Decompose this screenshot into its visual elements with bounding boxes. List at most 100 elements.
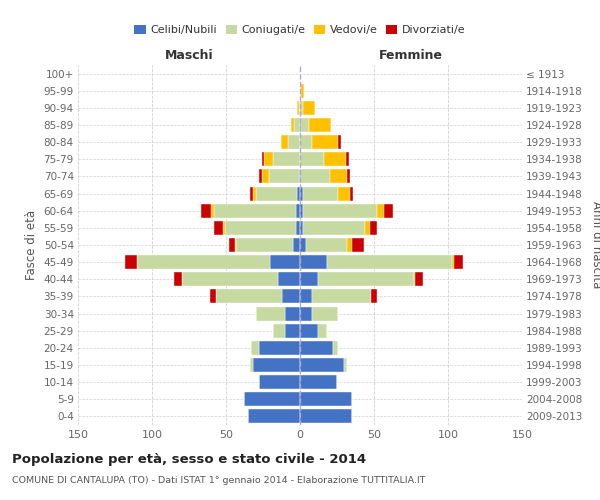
Bar — [274, 152, 300, 166]
Bar — [288, 135, 300, 149]
Bar — [296, 221, 300, 235]
Bar — [253, 186, 256, 200]
Bar — [285, 306, 300, 320]
Bar — [414, 272, 415, 286]
Bar — [344, 358, 347, 372]
Bar — [323, 152, 346, 166]
Bar — [326, 255, 452, 269]
Bar — [259, 375, 300, 389]
Y-axis label: Anni di nascita: Anni di nascita — [590, 202, 600, 288]
Bar — [385, 204, 393, 218]
Bar — [182, 272, 278, 286]
Bar — [300, 290, 312, 304]
Bar — [256, 306, 285, 320]
Bar — [303, 221, 365, 235]
Bar — [278, 272, 300, 286]
Bar — [300, 255, 326, 269]
Bar — [281, 135, 288, 149]
Bar — [296, 204, 300, 218]
Text: Popolazione per età, sesso e stato civile - 2014: Popolazione per età, sesso e stato civil… — [12, 452, 366, 466]
Bar — [236, 238, 293, 252]
Text: Maschi: Maschi — [164, 48, 214, 62]
Bar — [303, 204, 377, 218]
Bar — [250, 358, 253, 372]
Bar — [224, 221, 296, 235]
Bar — [300, 84, 301, 98]
Bar — [215, 290, 282, 304]
Bar — [452, 255, 454, 269]
Bar — [229, 238, 235, 252]
Bar — [352, 238, 364, 252]
Bar — [291, 118, 294, 132]
Bar — [300, 341, 332, 355]
Bar — [300, 375, 337, 389]
Bar — [365, 221, 370, 235]
Bar — [174, 272, 182, 286]
Bar — [262, 152, 265, 166]
Bar — [201, 204, 211, 218]
Bar — [350, 186, 353, 200]
Bar — [223, 221, 224, 235]
Bar — [300, 186, 303, 200]
Bar — [300, 410, 352, 424]
Bar — [329, 170, 347, 183]
Bar — [300, 238, 306, 252]
Bar — [300, 152, 323, 166]
Y-axis label: Fasce di età: Fasce di età — [25, 210, 38, 280]
Bar — [309, 118, 331, 132]
Bar — [312, 135, 338, 149]
Bar — [269, 170, 299, 183]
Bar — [293, 238, 300, 252]
Bar — [262, 170, 269, 183]
Bar — [271, 255, 300, 269]
Bar — [300, 101, 303, 115]
Bar — [300, 170, 329, 183]
Bar — [332, 341, 338, 355]
Bar — [297, 101, 299, 115]
Bar — [312, 290, 371, 304]
Bar — [300, 221, 303, 235]
Bar — [306, 238, 347, 252]
Bar — [214, 221, 223, 235]
Bar — [300, 392, 352, 406]
Bar — [300, 324, 318, 338]
Bar — [297, 186, 300, 200]
Bar — [299, 101, 300, 115]
Bar — [282, 290, 300, 304]
Bar — [274, 324, 285, 338]
Bar — [300, 204, 303, 218]
Bar — [265, 152, 274, 166]
Bar — [303, 186, 338, 200]
Legend: Celibi/Nubili, Coniugati/e, Vedovi/e, Divorziati/e: Celibi/Nubili, Coniugati/e, Vedovi/e, Di… — [130, 20, 470, 40]
Bar — [294, 118, 300, 132]
Bar — [137, 255, 271, 269]
Text: Femmine: Femmine — [379, 48, 443, 62]
Bar — [300, 358, 344, 372]
Bar — [253, 358, 300, 372]
Bar — [244, 392, 300, 406]
Bar — [346, 152, 349, 166]
Bar — [285, 324, 300, 338]
Bar — [300, 135, 312, 149]
Bar — [338, 186, 350, 200]
Bar — [235, 238, 236, 252]
Bar — [338, 135, 341, 149]
Bar — [248, 410, 300, 424]
Bar — [300, 118, 301, 132]
Bar — [300, 272, 318, 286]
Bar — [301, 84, 304, 98]
Bar — [211, 204, 214, 218]
Bar — [301, 118, 309, 132]
Bar — [318, 272, 414, 286]
Bar — [415, 272, 423, 286]
Bar — [303, 101, 315, 115]
Bar — [312, 306, 338, 320]
Bar — [251, 341, 259, 355]
Text: COMUNE DI CANTALUPA (TO) - Dati ISTAT 1° gennaio 2014 - Elaborazione TUTTITALIA.: COMUNE DI CANTALUPA (TO) - Dati ISTAT 1°… — [12, 476, 425, 485]
Bar — [250, 186, 253, 200]
Bar — [377, 204, 385, 218]
Bar — [347, 170, 350, 183]
Bar — [214, 204, 296, 218]
Bar — [300, 306, 312, 320]
Bar — [370, 221, 377, 235]
